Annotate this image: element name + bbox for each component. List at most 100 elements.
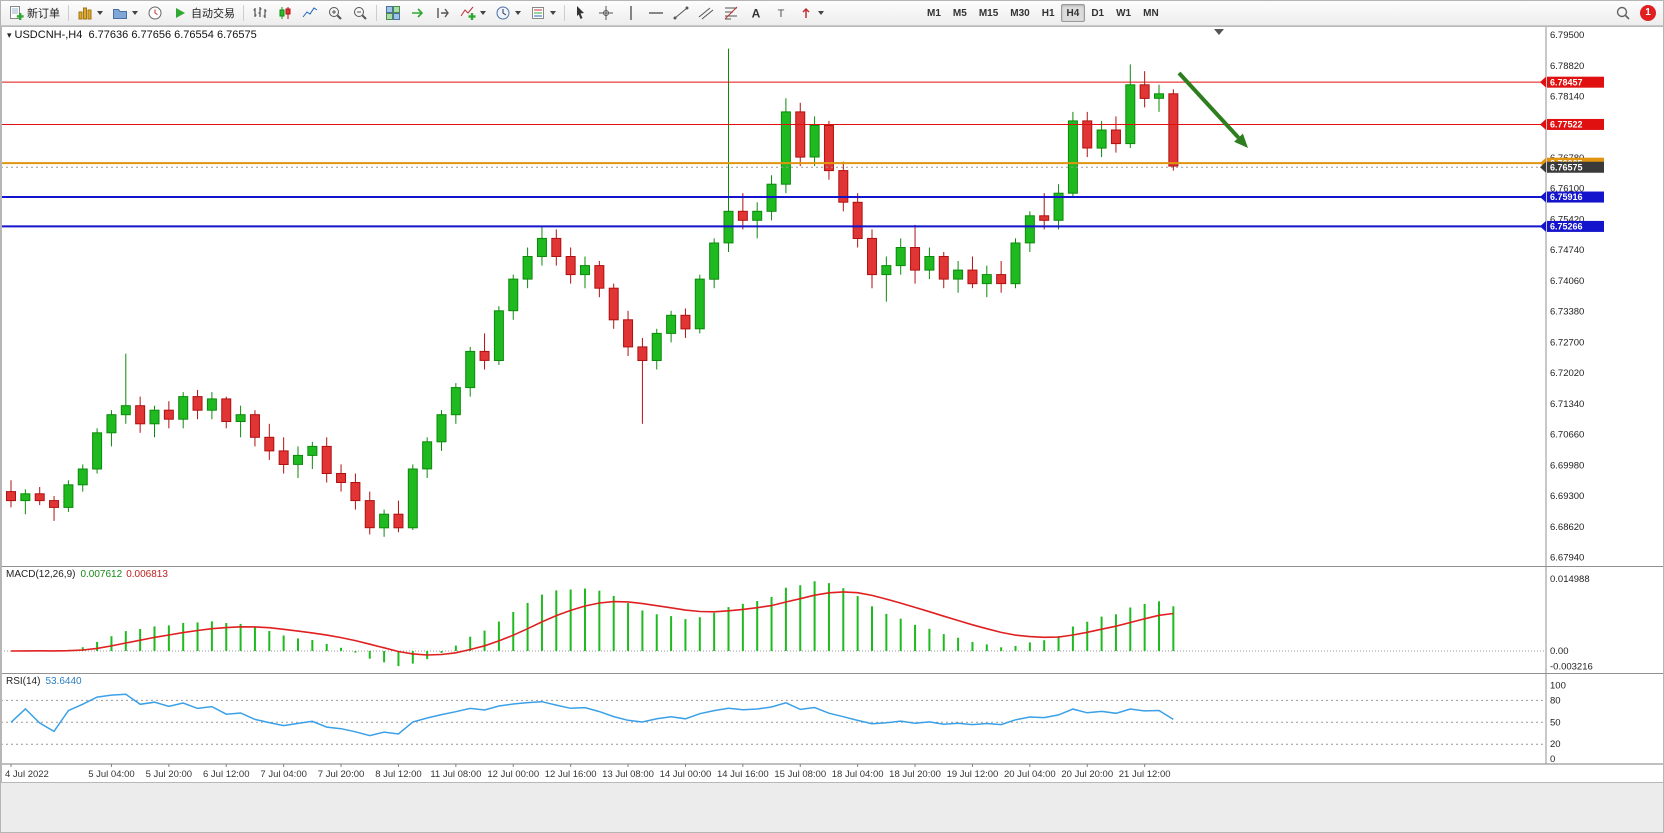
toolbar-separator bbox=[68, 5, 69, 21]
svg-text:6.67940: 6.67940 bbox=[1550, 553, 1584, 564]
line-chart-button[interactable] bbox=[298, 3, 322, 23]
svg-text:6.74060: 6.74060 bbox=[1550, 276, 1584, 287]
horizontal-line-button[interactable] bbox=[644, 3, 668, 23]
svg-text:6.76100: 6.76100 bbox=[1550, 184, 1584, 195]
price-badge-notch bbox=[1540, 220, 1546, 232]
indicators-icon bbox=[460, 6, 476, 20]
periods-button[interactable] bbox=[491, 3, 525, 23]
text-button[interactable]: A bbox=[744, 3, 768, 23]
price-badge bbox=[1547, 118, 1604, 130]
svg-text:14 Jul 00:00: 14 Jul 00:00 bbox=[660, 769, 712, 780]
svg-text:20: 20 bbox=[1550, 739, 1561, 750]
time-axis[interactable]: 4 Jul 2022 5 Jul 04:00 5 Jul 20:00 6 Jul 12… bbox=[5, 764, 1171, 780]
svg-text:8 Jul 12:00: 8 Jul 12:00 bbox=[375, 769, 421, 780]
chevron-down-icon bbox=[818, 11, 824, 15]
macd-histogram bbox=[24, 581, 1175, 667]
autotrading-button[interactable]: 自动交易 bbox=[168, 3, 239, 23]
price-badge bbox=[1547, 76, 1604, 88]
svg-text:6.72020: 6.72020 bbox=[1550, 368, 1584, 379]
svg-text:6.72700: 6.72700 bbox=[1550, 337, 1584, 348]
auto-scroll-button[interactable] bbox=[406, 3, 430, 23]
svg-text:6.75266: 6.75266 bbox=[1550, 222, 1583, 232]
toolbar-separator bbox=[243, 5, 244, 21]
label-button[interactable]: T bbox=[769, 3, 793, 23]
market-watch-button[interactable] bbox=[143, 3, 167, 23]
chart-window[interactable]: 6.795006.788206.781406.774606.767806.761… bbox=[1, 26, 1664, 783]
tile-windows-button[interactable] bbox=[381, 3, 405, 23]
price-axis[interactable]: 6.795006.788206.781406.774606.767806.761… bbox=[1550, 30, 1593, 765]
crosshair-icon bbox=[599, 6, 613, 20]
templates-button[interactable] bbox=[526, 3, 560, 23]
chevron-down-icon bbox=[480, 11, 486, 15]
chart-shift-button[interactable] bbox=[431, 3, 455, 23]
channel-button[interactable] bbox=[694, 3, 718, 23]
bar-chart-button[interactable] bbox=[248, 3, 272, 23]
vertical-line-button[interactable] bbox=[619, 3, 643, 23]
timeframe-h4[interactable]: H4 bbox=[1060, 4, 1086, 22]
chevron-down-icon bbox=[550, 11, 556, 15]
svg-text:6.78140: 6.78140 bbox=[1550, 92, 1584, 103]
trendline-button[interactable] bbox=[669, 3, 693, 23]
fibonacci-button[interactable] bbox=[719, 3, 743, 23]
templates-icon bbox=[532, 7, 544, 19]
autotrading-play-icon bbox=[176, 8, 185, 18]
timeframe-m1[interactable]: M1 bbox=[921, 4, 947, 22]
channel-icon bbox=[698, 7, 714, 20]
rsi-line bbox=[10, 693, 1174, 737]
cursor-icon bbox=[577, 6, 584, 19]
timeframe-d1[interactable]: D1 bbox=[1085, 4, 1110, 22]
svg-text:11 Jul 08:00: 11 Jul 08:00 bbox=[430, 769, 481, 780]
main-toolbar: 新订单 自动交易 bbox=[1, 1, 1663, 26]
price-badge bbox=[1547, 220, 1604, 232]
arrow-annotation[interactable] bbox=[1177, 71, 1248, 148]
svg-text:6.79500: 6.79500 bbox=[1550, 30, 1584, 41]
svg-text:5 Jul 20:00: 5 Jul 20:00 bbox=[146, 769, 192, 780]
indicators-button[interactable] bbox=[456, 3, 490, 23]
zoom-in-icon bbox=[329, 7, 342, 20]
profiles-button[interactable] bbox=[108, 3, 142, 23]
new-chart-button[interactable] bbox=[73, 3, 107, 23]
fibonacci-icon bbox=[724, 6, 738, 20]
arrows-button[interactable] bbox=[794, 3, 828, 23]
price-badge-notch bbox=[1540, 76, 1546, 88]
svg-text:6.69980: 6.69980 bbox=[1550, 460, 1584, 471]
svg-text:6.77522: 6.77522 bbox=[1550, 120, 1583, 130]
price-badge bbox=[1547, 161, 1604, 173]
search-icon bbox=[1616, 6, 1630, 20]
price-badge bbox=[1547, 191, 1604, 203]
price-chart[interactable]: 6.795006.788206.781406.774606.767806.761… bbox=[1, 26, 1664, 783]
zoom-in-button[interactable] bbox=[323, 3, 347, 23]
svg-text:14 Jul 16:00: 14 Jul 16:00 bbox=[717, 769, 769, 780]
svg-text:6.76575: 6.76575 bbox=[1550, 162, 1583, 172]
notifications-button[interactable]: 1 bbox=[1636, 3, 1660, 23]
chart-shift-icon bbox=[437, 8, 449, 18]
timeframe-m15[interactable]: M15 bbox=[973, 4, 1004, 22]
timeframe-h1[interactable]: H1 bbox=[1036, 4, 1061, 22]
chart-border bbox=[1, 26, 1663, 783]
chevron-down-icon bbox=[97, 11, 103, 15]
search-button[interactable] bbox=[1611, 3, 1635, 23]
line-chart-icon bbox=[302, 7, 318, 18]
timeframe-m5[interactable]: M5 bbox=[947, 4, 973, 22]
svg-text:20 Jul 20:00: 20 Jul 20:00 bbox=[1061, 769, 1113, 780]
hline-objects[interactable] bbox=[1, 81, 1546, 228]
timeframe-m30[interactable]: M30 bbox=[1004, 4, 1035, 22]
svg-text:7 Jul 04:00: 7 Jul 04:00 bbox=[260, 769, 306, 780]
svg-text:13 Jul 08:00: 13 Jul 08:00 bbox=[602, 769, 654, 780]
svg-text:18 Jul 04:00: 18 Jul 04:00 bbox=[832, 769, 884, 780]
timeframe-mn[interactable]: MN bbox=[1137, 4, 1165, 22]
tile-windows-icon bbox=[386, 6, 400, 20]
crosshair-button[interactable] bbox=[594, 3, 618, 23]
candlestick-button[interactable] bbox=[273, 3, 297, 23]
arrow-object-icon bbox=[802, 7, 810, 18]
svg-text:6.70660: 6.70660 bbox=[1550, 430, 1584, 441]
new-order-button[interactable]: 新订单 bbox=[4, 3, 64, 23]
zoom-out-button[interactable] bbox=[348, 3, 372, 23]
price-badge-notch bbox=[1540, 118, 1546, 130]
cursor-button[interactable] bbox=[569, 3, 593, 23]
timeframe-w1[interactable]: W1 bbox=[1110, 4, 1137, 22]
svg-text:6.78457: 6.78457 bbox=[1550, 77, 1583, 87]
text-icon: A bbox=[752, 7, 761, 21]
chart-shift-marker[interactable] bbox=[1214, 29, 1224, 35]
